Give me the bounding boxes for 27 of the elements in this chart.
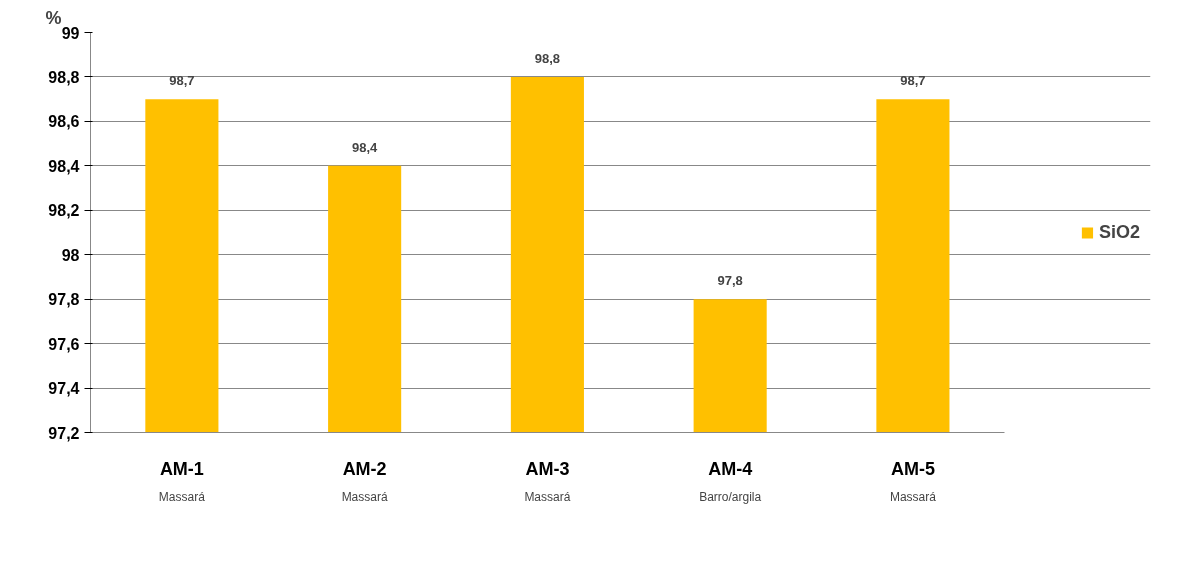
y-tick-label: 99 [61,24,80,42]
text: Massará [524,489,571,504]
y-tick-label: 97,8 [48,291,80,309]
y-tick-label: 98,6 [48,113,80,131]
y-axis-title: % [45,7,62,28]
y-tick-label: 97,6 [48,335,80,353]
y-tick-label: 98,8 [48,68,80,86]
y-tick-label: 97,2 [48,424,80,442]
text: 98,7 [900,73,926,89]
text: Massará [889,489,937,504]
text: 97,8 [717,273,743,289]
x-tick-label: AM-5 [890,458,935,479]
text: 98,4 [351,139,378,155]
x-tick-label: AM-3 [525,458,570,479]
y-tick-label: 97,4 [48,380,80,398]
x-tick-label: AM-1 [159,458,204,479]
text: 98,8 [534,50,561,66]
text: Massará [158,489,206,504]
y-tick-label: 98,2 [48,202,80,220]
text: Massará [341,489,388,504]
x-tick-label: AM-4 [708,458,753,479]
y-tick-label: 98 [61,246,80,264]
legend-label: SiO2 [1098,221,1140,243]
y-tick-label: 98,4 [48,157,80,175]
text: Barro/argila [699,489,762,504]
x-tick-label: AM-2 [342,458,387,479]
text: 98,7 [169,73,195,89]
